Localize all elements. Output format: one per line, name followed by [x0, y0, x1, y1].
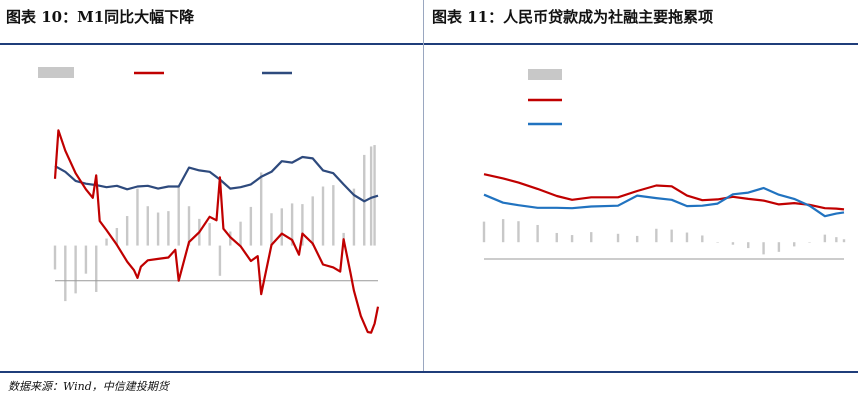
bar-spread [218, 245, 222, 276]
bar-spread [115, 228, 119, 246]
bar-spread [635, 235, 639, 243]
bar-spread [64, 245, 67, 302]
bar-spread [835, 237, 838, 243]
bar-spread [280, 208, 283, 246]
bar-spread [536, 224, 539, 243]
bar-spread [259, 172, 263, 246]
bar-spread [616, 233, 620, 243]
bar-spread [777, 242, 781, 252]
series-line-tsf [483, 173, 845, 211]
bar-spread [808, 242, 811, 243]
header-rule [0, 43, 858, 45]
bar-spread [146, 206, 149, 246]
bar-spread [747, 242, 750, 249]
bar-spread [321, 186, 325, 246]
bar-spread [842, 239, 846, 243]
bar-spread [95, 245, 98, 292]
bar-spread [270, 213, 273, 246]
bar-spread [793, 242, 796, 247]
bar-spread [249, 206, 253, 246]
bar-spread [84, 245, 88, 274]
panel-divider [423, 0, 424, 371]
tsf-chart [482, 69, 846, 260]
bar-spread [239, 221, 242, 246]
bar-spread [156, 212, 160, 246]
bar-spread [125, 216, 129, 246]
footer-rule [0, 371, 858, 373]
bar-spread [352, 188, 356, 246]
legend-swatch-spread [38, 67, 74, 78]
bar-spread [655, 228, 658, 243]
bar-spread [332, 185, 335, 246]
left-chart-title: 图表 10：M1同比大幅下降 [6, 8, 195, 26]
bar-spread [136, 188, 139, 246]
bar-spread [53, 245, 57, 270]
bar-spread [311, 196, 314, 246]
bar-spread [731, 242, 735, 245]
bar-spread [762, 242, 765, 255]
bar-spread [685, 232, 689, 243]
bar-spread [716, 242, 719, 243]
bar-spread [570, 235, 574, 243]
series-line-m1 [53, 129, 380, 334]
bar-spread [177, 186, 180, 246]
bar-spread [167, 211, 170, 246]
bar-spread [301, 204, 304, 246]
bar-spread [823, 234, 827, 243]
bar-spread [208, 223, 211, 246]
series-line-m2 [483, 186, 845, 218]
bar-spread [670, 229, 673, 243]
bar-spread [590, 232, 593, 243]
bar-spread [105, 238, 108, 246]
bar-spread [369, 146, 373, 246]
m1-chart [38, 67, 380, 334]
bar-spread [74, 245, 77, 294]
bar-spread [555, 232, 558, 243]
bar-spread [187, 206, 191, 246]
series-line-m2 [54, 155, 379, 203]
bar-spread [501, 219, 505, 243]
bar-spread [517, 221, 520, 243]
right-chart-title: 图表 11：人民币贷款成为社融主要拖累项 [432, 8, 714, 26]
source-note: 数据来源：Wind，中信建投期货 [8, 380, 169, 393]
bar-spread [373, 145, 376, 246]
legend-swatch-spread [528, 69, 562, 80]
bar-spread [290, 203, 294, 246]
bar-spread [701, 235, 704, 243]
bar-spread [482, 221, 486, 243]
